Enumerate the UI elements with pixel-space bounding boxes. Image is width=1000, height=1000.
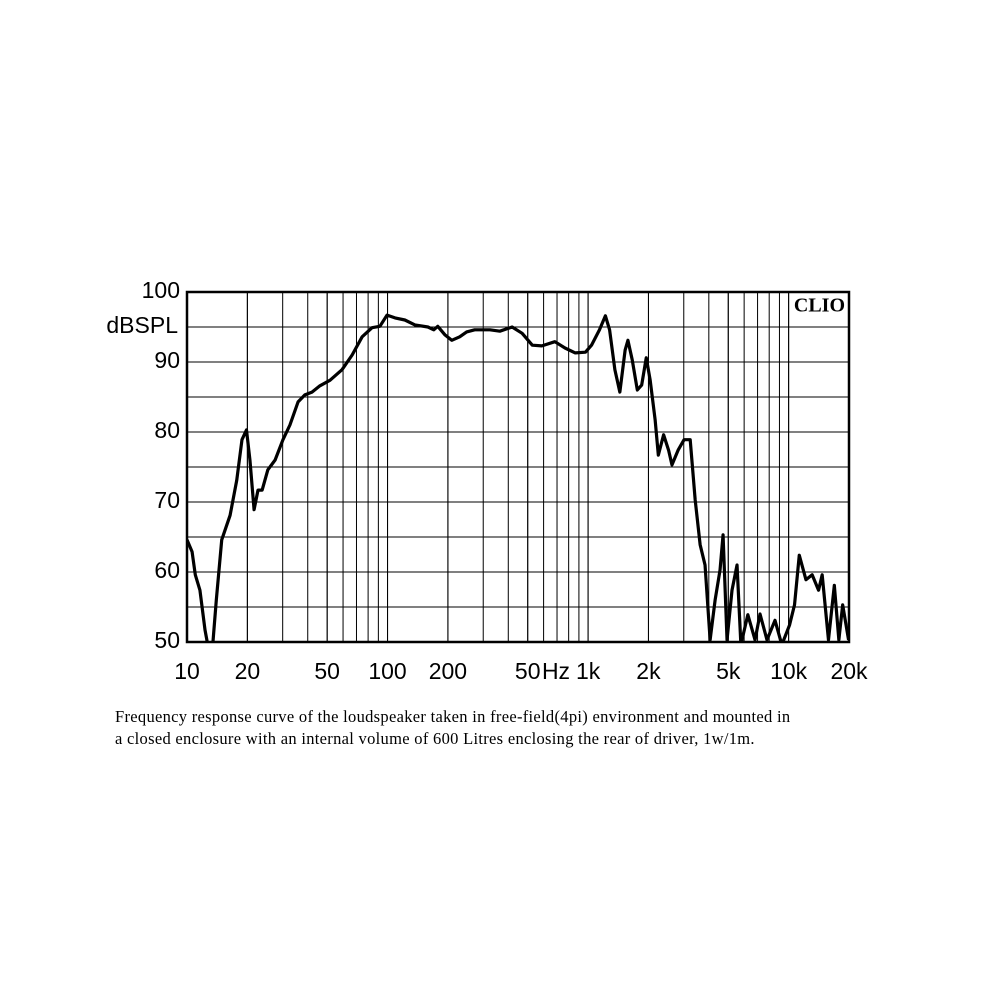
x-tick-label: 100 bbox=[368, 658, 406, 684]
response-curve bbox=[187, 313, 849, 642]
y-tick-label: 70 bbox=[154, 487, 180, 513]
y-tick-label: 90 bbox=[154, 347, 180, 373]
x-tick-label: 50 bbox=[515, 658, 541, 684]
x-tick-label: 5k bbox=[716, 658, 741, 684]
x-axis-label: Hz bbox=[542, 658, 570, 684]
x-tick-label: 20k bbox=[830, 658, 868, 684]
x-tick-label: 2k bbox=[636, 658, 661, 684]
y-tick-label: 60 bbox=[154, 557, 180, 583]
caption-line: Frequency response curve of the loudspea… bbox=[115, 707, 790, 726]
x-tick-label: 200 bbox=[429, 658, 467, 684]
y-tick-label: 50 bbox=[154, 627, 180, 653]
x-tick-label: 20 bbox=[235, 658, 261, 684]
y-axis-label: dBSPL bbox=[106, 312, 178, 338]
y-tick-label: 80 bbox=[154, 417, 180, 443]
x-tick-label: 50 bbox=[314, 658, 340, 684]
plot-frame bbox=[185, 290, 851, 644]
caption-line: a closed enclosure with an internal volu… bbox=[115, 729, 755, 748]
y-tick-label: 100 bbox=[142, 277, 180, 303]
x-tick-label: 10 bbox=[174, 658, 200, 684]
brand-annotation: CLIO bbox=[794, 295, 845, 317]
x-tick-label: 1k bbox=[576, 658, 601, 684]
x-tick-label: 10k bbox=[770, 658, 808, 684]
